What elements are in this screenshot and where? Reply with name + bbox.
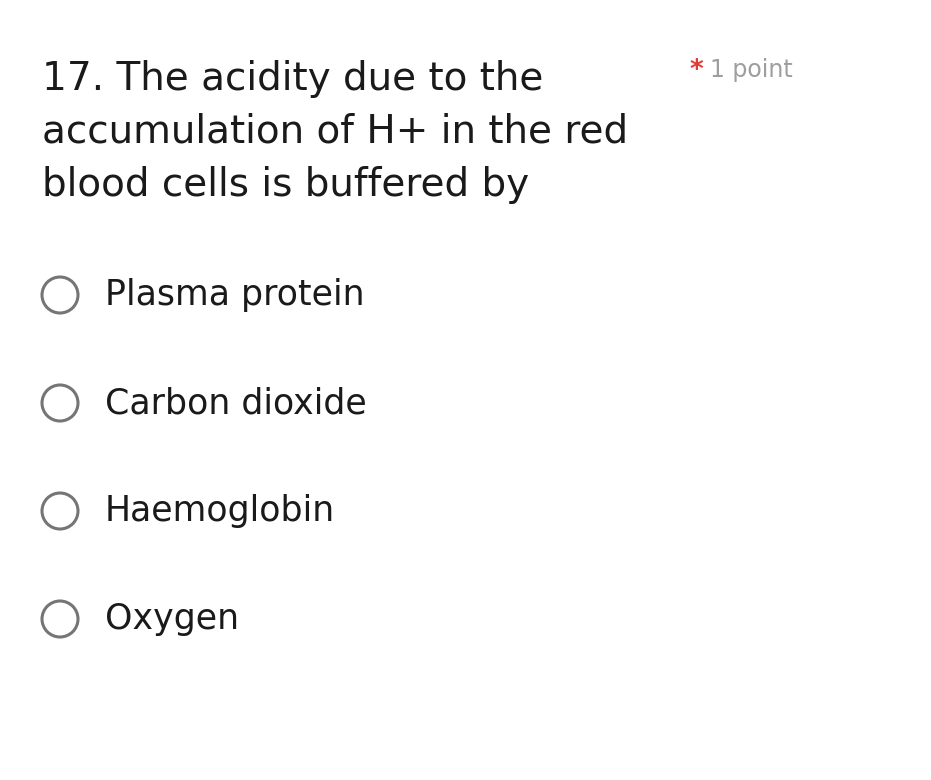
Text: Oxygen: Oxygen [105,602,239,636]
Text: Carbon dioxide: Carbon dioxide [105,386,367,420]
Text: *: * [690,58,704,84]
Text: Haemoglobin: Haemoglobin [105,494,335,528]
Text: 1 point: 1 point [710,58,793,82]
Text: Plasma protein: Plasma protein [105,278,365,312]
Text: 17. The acidity due to the
accumulation of H+ in the red
blood cells is buffered: 17. The acidity due to the accumulation … [42,60,628,204]
